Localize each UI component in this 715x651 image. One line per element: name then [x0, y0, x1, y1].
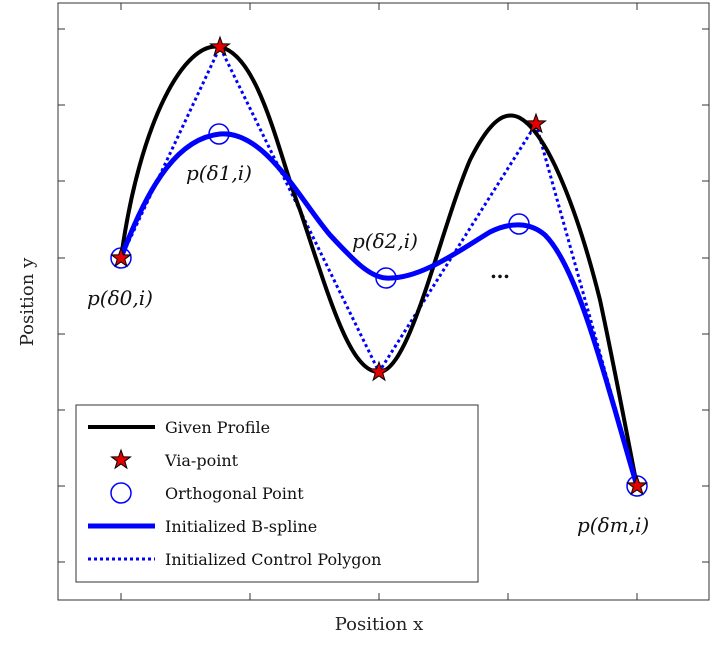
y-axis-label: Position y	[17, 257, 38, 346]
bspline-curve	[118, 131, 640, 487]
label-pm: p(δm,i)	[577, 513, 649, 537]
legend: Given Profile Via-point Orthogonal Point…	[75, 404, 479, 583]
legend-label-spline: Initialized B-spline	[165, 517, 317, 536]
label-p0: p(δ0,i)	[87, 286, 153, 310]
via-point-3	[525, 113, 547, 133]
legend-label-profile: Given Profile	[165, 418, 270, 437]
orthogonal-point-3	[508, 213, 530, 235]
orthogonal-point-1	[208, 123, 230, 145]
plot-frame	[57, 2, 710, 601]
legend-swatch-orthogonal	[110, 482, 132, 504]
legend-label-orthogonal: Orthogonal Point	[165, 484, 304, 503]
orthogonal-point-2	[375, 267, 397, 289]
legend-box	[75, 404, 479, 583]
x-axis-label: Position x	[335, 614, 424, 635]
x-ticks	[120, 3, 638, 600]
label-p2: p(δ2,i)	[352, 229, 418, 253]
y-ticks	[58, 28, 709, 563]
legend-label-polygon: Initialized Control Polygon	[165, 550, 381, 569]
label-p1: p(δ1,i)	[186, 161, 252, 185]
via-point-1	[209, 36, 231, 56]
via-point-2	[368, 361, 390, 381]
ellipsis-label: …	[490, 259, 510, 283]
legend-label-via: Via-point	[164, 451, 239, 470]
